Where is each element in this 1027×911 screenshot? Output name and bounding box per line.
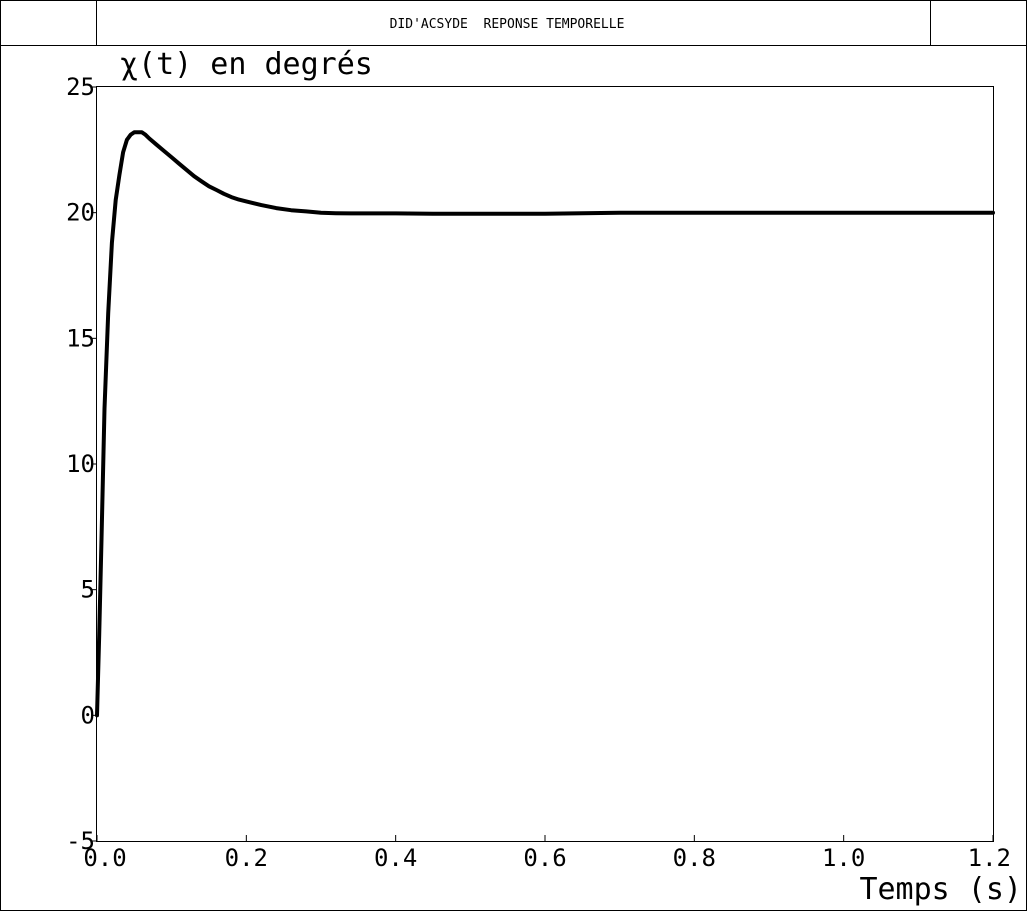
y-tick-label: 10 bbox=[66, 450, 95, 478]
x-tick-label: 0.8 bbox=[673, 844, 716, 872]
y-tick-label: 15 bbox=[66, 324, 95, 352]
plot-area bbox=[96, 86, 994, 842]
x-tick-label: 1.2 bbox=[968, 844, 1011, 872]
x-tick-label: 1.0 bbox=[822, 844, 865, 872]
x-tick-label: 0.4 bbox=[374, 844, 417, 872]
x-axis-title: Temps (s) bbox=[859, 872, 1022, 907]
series-line bbox=[95, 130, 995, 718]
y-tick-label: 0 bbox=[81, 701, 95, 729]
header-title: DID'ACSYDE REPONSE TEMPORELLE bbox=[390, 17, 625, 32]
y-tick-label: 20 bbox=[66, 199, 95, 227]
y-tick-label: 5 bbox=[81, 576, 95, 604]
y-axis-ticks: -5 0 5 10 15 20 25 bbox=[66, 73, 97, 855]
series-layer bbox=[95, 130, 995, 718]
x-tick-label: 0.2 bbox=[225, 844, 268, 872]
y-tick-label: -5 bbox=[66, 827, 95, 855]
y-tick-label: 25 bbox=[66, 73, 95, 101]
x-axis-ticks: 0.0 0.2 0.4 0.6 0.8 1.0 1.2 bbox=[83, 835, 1011, 872]
x-tick-label: 0.6 bbox=[523, 844, 566, 872]
x-tick-label: 0.0 bbox=[83, 844, 126, 872]
y-axis-title: χ(t) en degrés bbox=[120, 47, 373, 82]
